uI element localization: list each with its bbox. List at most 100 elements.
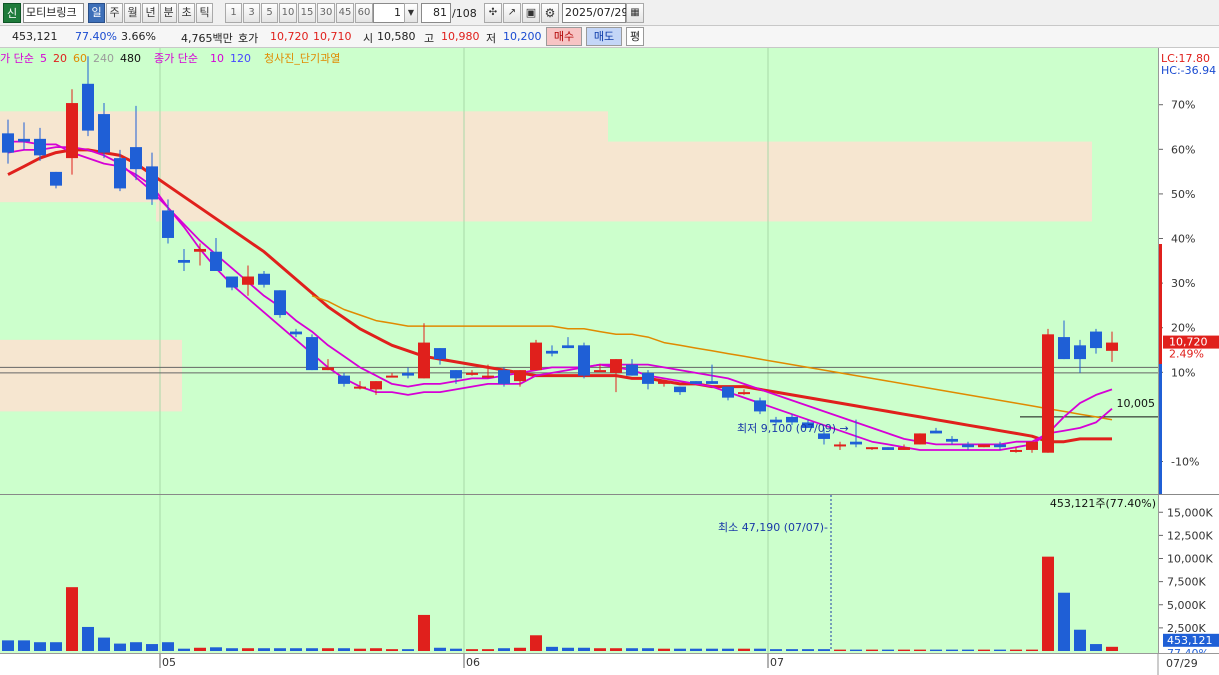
- volume-tick-label-4: 5,000K: [1167, 599, 1206, 612]
- volume-bar-18: [290, 648, 302, 651]
- candle-body: [114, 158, 126, 189]
- candle-body: [258, 273, 270, 285]
- candle-23: [370, 381, 382, 395]
- volume-current-label: 453,121주(77.40%): [1050, 497, 1156, 510]
- price-chart-pane[interactable]: 가 단순 5 20 60 240 480 종가 단순 10 120 청사진_단기과열 최저 9,10…: [0, 48, 1158, 494]
- interval-button-1[interactable]: 1: [225, 3, 242, 23]
- period-button-3[interactable]: 년: [142, 3, 159, 23]
- candle-body: [274, 290, 286, 316]
- volume-bar-21: [338, 648, 350, 651]
- interval-button-3[interactable]: 3: [243, 3, 260, 23]
- turnover-rate: 77.40%: [75, 30, 117, 43]
- volume-bar-23: [370, 648, 382, 651]
- candle-67: [1074, 339, 1086, 373]
- interval-button-45[interactable]: 45: [336, 3, 354, 23]
- interval-button-5[interactable]: 5: [261, 3, 278, 23]
- volume-chart-svg: 최소 47,190 (07/07)- 453,121주(77.40%): [2, 495, 1156, 653]
- candle-body: [194, 248, 206, 252]
- volume-bar-43: [690, 648, 702, 651]
- buy-button[interactable]: 매수: [546, 27, 582, 46]
- volume-bar-63: [1010, 649, 1022, 651]
- volume-bar-6: [98, 637, 110, 651]
- candle-body: [386, 375, 398, 378]
- candle-body: [1010, 449, 1022, 452]
- candle-body: [770, 419, 782, 423]
- candle-7: [114, 149, 126, 192]
- volume-bar-7: [114, 643, 126, 651]
- candle-62: [994, 441, 1006, 450]
- candle-21: [338, 372, 350, 387]
- date-input[interactable]: 2025/07/29: [562, 3, 628, 23]
- candle-body: [50, 171, 62, 186]
- candle-1: [18, 122, 30, 150]
- candle-25: [402, 367, 414, 379]
- volume-bar-36: [578, 647, 590, 651]
- candle-body: [946, 438, 958, 442]
- sell-button[interactable]: 매도: [586, 27, 622, 46]
- candle-body: [562, 345, 574, 349]
- volume-bar-54: [866, 649, 878, 651]
- crosshair-icon[interactable]: ✣: [484, 3, 502, 23]
- period-button-0[interactable]: 일: [88, 3, 105, 23]
- settings-gear-icon[interactable]: ⚙: [541, 3, 559, 23]
- candle-9: [146, 152, 158, 205]
- interval-button-30[interactable]: 30: [317, 3, 335, 23]
- interval-button-10[interactable]: 10: [279, 3, 297, 23]
- volume-bar-12: [194, 647, 206, 651]
- low-price: 10,200: [503, 30, 542, 43]
- chevron-down-icon[interactable]: ▼: [404, 3, 418, 23]
- candle-40: [642, 370, 654, 390]
- candle-body: [146, 166, 158, 200]
- volume-bar-60: [962, 649, 974, 651]
- candle-59: [946, 436, 958, 445]
- period-button-1[interactable]: 주: [106, 3, 123, 23]
- volume-bar-31: [498, 648, 510, 651]
- candle-body: [930, 430, 942, 434]
- volume-bar-14: [226, 648, 238, 651]
- calendar-icon[interactable]: ▦: [626, 3, 644, 23]
- candle-body: [354, 386, 366, 389]
- interval-button-15[interactable]: 15: [298, 3, 316, 23]
- change-rate: 3.66%: [121, 30, 156, 43]
- volume-tick-label-2: 10,000K: [1167, 553, 1213, 566]
- trade-amount: 4,765백만: [181, 32, 233, 45]
- candle-body: [850, 441, 862, 445]
- candle-body: [1106, 342, 1118, 351]
- date-axis-svg: 05 06 07 07/29: [159, 654, 1198, 675]
- stock-name-input[interactable]: 모티브링크: [23, 3, 84, 23]
- trend-line-icon[interactable]: ↗: [503, 3, 521, 23]
- count-input[interactable]: 81: [421, 3, 451, 23]
- legend-ma-240: 240: [93, 52, 114, 65]
- moving-average-60: [311, 295, 1113, 421]
- current-volume-label: 453,121: [1167, 634, 1213, 647]
- volume-bar-3: [50, 642, 62, 651]
- volume-bar-16: [258, 648, 270, 651]
- current-volume-box: [1163, 633, 1219, 647]
- current-price-label: 10,720: [1169, 336, 1208, 349]
- period-button-5[interactable]: 초: [178, 3, 195, 23]
- open-label: 시: [363, 32, 374, 45]
- candle-body: [338, 375, 350, 384]
- volume-bar-8: [130, 642, 142, 651]
- candle-55: [882, 447, 894, 450]
- period-button-2[interactable]: 월: [124, 3, 141, 23]
- volume-chart-pane[interactable]: 최소 47,190 (07/07)- 453,121주(77.40%): [0, 495, 1158, 653]
- candle-49: [786, 414, 798, 426]
- candle-body: [754, 400, 766, 412]
- period-button-6[interactable]: 틱: [196, 3, 213, 23]
- interval-dropdown[interactable]: 1: [373, 3, 405, 23]
- ask-price: 10,720: [270, 30, 309, 43]
- candle-31: [498, 367, 510, 387]
- save-icon[interactable]: ▣: [522, 3, 540, 23]
- interval-button-60[interactable]: 60: [355, 3, 373, 23]
- volume-bar-66: [1058, 592, 1070, 651]
- candle-body: [66, 103, 78, 159]
- volume-bar-48: [770, 649, 782, 651]
- period-button-4[interactable]: 분: [160, 3, 177, 23]
- eval-button[interactable]: 평: [626, 27, 644, 46]
- pane-divider[interactable]: [0, 494, 1219, 495]
- candle-body: [658, 381, 670, 384]
- candle-66: [1058, 320, 1070, 360]
